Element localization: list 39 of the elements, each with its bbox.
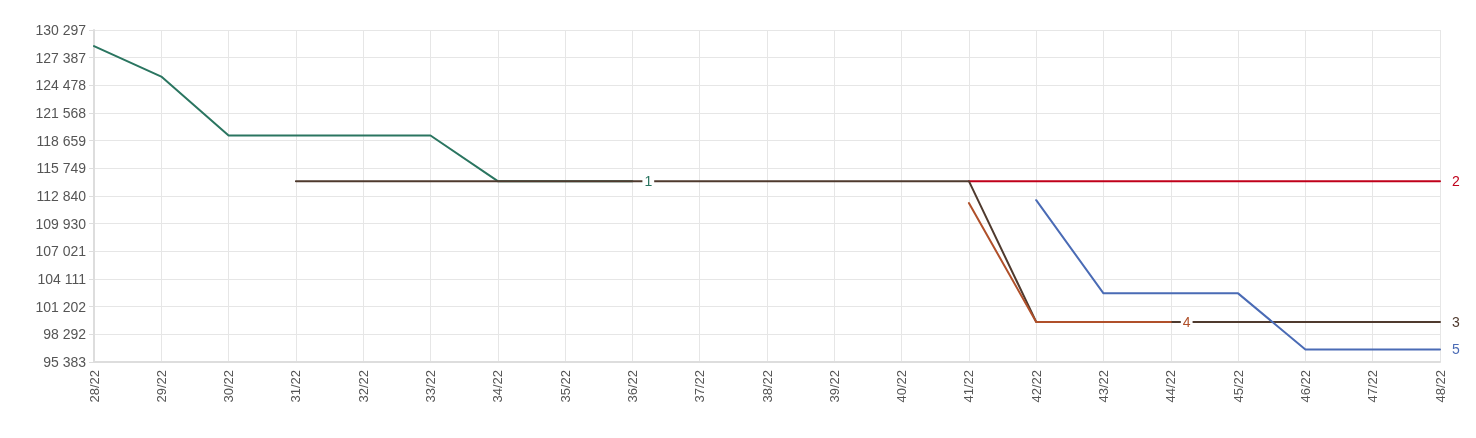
y-tick-label: 104 111	[37, 271, 87, 287]
x-tick-label: 35/22	[557, 370, 573, 403]
y-tick-label: 115 749	[36, 160, 87, 177]
x-tick-label: 32/22	[355, 370, 371, 403]
x-tick-label: 33/22	[423, 370, 438, 403]
x-tick-label: 40/22	[894, 370, 910, 403]
y-tick-label: 130 297	[35, 22, 87, 38]
x-tick-label: 29/22	[153, 370, 169, 403]
x-tick-label: 41/22	[961, 370, 977, 403]
y-tick-label: 101 202	[35, 298, 87, 315]
y-tick-label: 124 478	[35, 77, 87, 94]
x-tick-label: 28/22	[86, 370, 102, 403]
x-tick-label: 31/22	[288, 370, 304, 403]
y-tick-label: 127 387	[35, 49, 87, 66]
x-tick-label: 37/22	[692, 370, 708, 403]
series-label: 2	[1452, 173, 1460, 190]
series-label: 3	[1452, 313, 1460, 330]
series-label: 4	[1182, 313, 1191, 330]
series-label: 1	[644, 173, 653, 190]
series-label: 5	[1452, 341, 1460, 358]
x-tick-label: 47/22	[1365, 370, 1381, 403]
y-tick-label: 118 659	[36, 132, 87, 149]
y-tick-label: 95 383	[43, 354, 87, 370]
x-tick-label: 45/22	[1230, 370, 1246, 403]
y-tick-label: 109 930	[35, 215, 87, 232]
x-tick-label: 38/22	[759, 370, 775, 403]
x-tick-label: 36/22	[624, 370, 640, 403]
x-tick-label: 30/22	[221, 370, 237, 403]
x-tick-label: 39/22	[826, 370, 842, 403]
y-tick-label: 98 292	[43, 326, 87, 343]
x-tick-label: 42/22	[1028, 370, 1044, 403]
x-tick-label: 46/22	[1297, 370, 1313, 403]
x-tick-label: 44/22	[1163, 370, 1179, 403]
x-tick-label: 43/22	[1096, 370, 1111, 403]
x-tick-label: 34/22	[490, 370, 506, 403]
y-tick-label: 107 021	[35, 243, 87, 260]
y-tick-label: 121 568	[35, 105, 87, 121]
y-tick-label: 112 840	[36, 188, 87, 204]
x-tick-label: 48/22	[1432, 370, 1448, 403]
